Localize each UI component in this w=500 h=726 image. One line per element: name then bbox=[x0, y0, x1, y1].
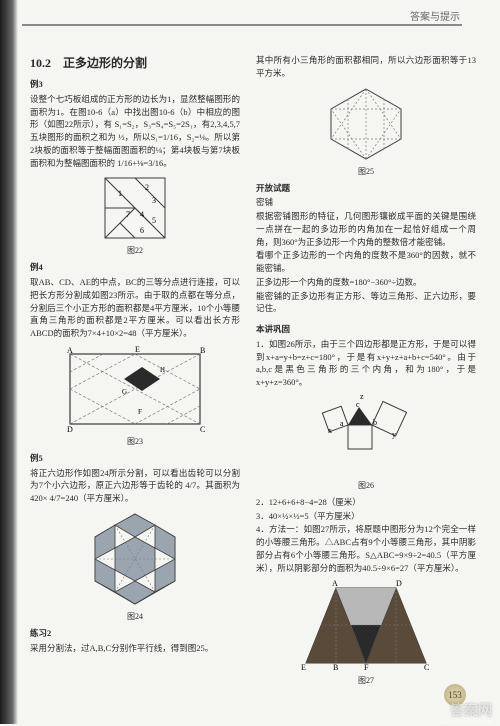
open-problem-p3: 正多边形一个内角的度数=180°−360°÷边数。 bbox=[256, 276, 476, 289]
figure-27-label: 图27 bbox=[256, 675, 476, 687]
open-problem-sub: 密铺 bbox=[256, 196, 476, 209]
svg-text:b: b bbox=[373, 418, 377, 427]
svg-text:E: E bbox=[301, 663, 306, 672]
review-p2: 2．12+6+6+8−4=28（厘米） bbox=[256, 496, 476, 509]
example-4-text: 取AB、CD、AE的中点，BC的三等分点进行连接，可以把长方形分割成如图23所示… bbox=[30, 276, 240, 340]
svg-text:D: D bbox=[396, 579, 402, 588]
figure-26: a c b x z y 图26 bbox=[256, 393, 476, 492]
open-problem-p1: 根据密铺图形的特征，几何图形镶嵌成平面的关键是围绕一点拼在一起的多边形的内角加在… bbox=[256, 210, 476, 248]
svg-text:F: F bbox=[364, 663, 369, 672]
svg-text:B: B bbox=[333, 663, 338, 672]
svg-text:y: y bbox=[392, 430, 396, 439]
svg-text:A: A bbox=[332, 579, 338, 588]
svg-text:1: 1 bbox=[118, 189, 122, 198]
right-column: 其中所有小三角形的面积都相同，所以六边形面积等于13平方米。 图25 开放试题 … bbox=[256, 54, 476, 691]
svg-text:c: c bbox=[356, 400, 360, 409]
watermark-url: www.MXQE.com bbox=[439, 719, 492, 726]
scan-shadow bbox=[0, 0, 18, 724]
svg-text:F: F bbox=[138, 408, 142, 416]
figure-23-label: 图23 bbox=[30, 436, 240, 448]
svg-text:3: 3 bbox=[152, 196, 156, 205]
open-problem-p4: 能密铺的正多边形有正方形、等边三角形、正六边形，要记住。 bbox=[256, 290, 476, 316]
example-5-text: 将正六边形作如图24所示分割，可以看出齿轮可以分割为7个小六边形，原正六边形等于… bbox=[30, 467, 240, 505]
review-p3: 3．40×½×½=5（平方厘米） bbox=[256, 510, 476, 523]
svg-text:H: H bbox=[160, 366, 165, 374]
watermark: 答案网 bbox=[450, 700, 492, 720]
open-problem-p2: 看哪个正多边形的一个内角的度数不是360°的因数，就不能密铺。 bbox=[256, 249, 476, 275]
svg-text:E: E bbox=[135, 345, 140, 354]
figure-22-label: 图22 bbox=[30, 245, 240, 257]
svg-text:6: 6 bbox=[140, 226, 144, 235]
continuation-text: 其中所有小三角形的面积都相同，所以六边形面积等于13平方米。 bbox=[256, 54, 476, 80]
figure-24-label: 图24 bbox=[30, 611, 240, 623]
figure-23: A E B D C H G F 图23 bbox=[30, 344, 240, 448]
svg-text:C: C bbox=[424, 663, 429, 672]
left-column: 10.2 正多边形的分割 例3 设整个七巧板组成的正方形的边长为1，显然整幅图形… bbox=[30, 54, 240, 691]
svg-text:4: 4 bbox=[140, 210, 144, 219]
example-3-label: 例3 bbox=[30, 78, 240, 91]
header-rule bbox=[22, 24, 462, 26]
svg-text:C: C bbox=[200, 425, 205, 434]
figure-22: 1 2 3 7 4 5 6 图22 bbox=[30, 173, 240, 257]
example-3-text: 设整个七巧板组成的正方形的边长为1，显然整幅图形的面积为1。在图10-6（a）中… bbox=[30, 93, 240, 170]
figure-25: 图25 bbox=[256, 84, 476, 178]
figure-25-label: 图25 bbox=[256, 166, 476, 178]
review-p1: 1．如图26所示，由于三个四边形都是正方形，于是可以得到x+a=y+b=z+c=… bbox=[256, 338, 476, 389]
review-label: 本讲巩固 bbox=[256, 323, 476, 336]
svg-text:x: x bbox=[328, 426, 332, 435]
header-right: 答案与提示 bbox=[410, 8, 460, 23]
practice-2-label: 练习2 bbox=[30, 627, 240, 640]
svg-text:a: a bbox=[340, 419, 344, 428]
page-content: 10.2 正多边形的分割 例3 设整个七巧板组成的正方形的边长为1，显然整幅图形… bbox=[30, 54, 476, 691]
figure-26-label: 图26 bbox=[256, 480, 476, 492]
svg-text:A: A bbox=[67, 346, 73, 355]
svg-text:G: G bbox=[122, 388, 127, 396]
example-5-label: 例5 bbox=[30, 452, 240, 465]
svg-text:5: 5 bbox=[152, 216, 156, 225]
example-4-label: 例4 bbox=[30, 261, 240, 274]
svg-text:B: B bbox=[200, 346, 205, 355]
svg-text:2: 2 bbox=[145, 183, 149, 192]
figure-27: A D E B F C 图27 bbox=[256, 578, 476, 687]
svg-text:7: 7 bbox=[126, 210, 130, 219]
figure-24: 图24 bbox=[30, 509, 240, 623]
practice-2-text: 采用分割法，过A,B,C分别作平行线，得到图25。 bbox=[30, 642, 240, 655]
svg-text:z: z bbox=[360, 393, 364, 401]
review-p4: 4．方法一：如图27所示，将原题中图形分为12个完全一样的小等腰三角形。△ABC… bbox=[256, 523, 476, 574]
open-problem-label: 开放试题 bbox=[256, 182, 476, 195]
svg-text:D: D bbox=[67, 425, 73, 434]
section-title: 10.2 正多边形的分割 bbox=[30, 54, 240, 72]
